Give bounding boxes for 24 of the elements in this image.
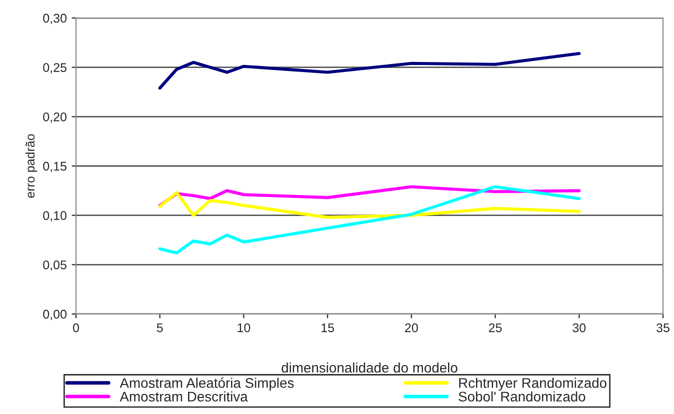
legend-label: Amostram Aleatória Simples (120, 378, 294, 391)
x-axis-title: dimensionalidade do modelo (282, 362, 458, 373)
x-tick-label: 10 (238, 323, 250, 332)
y-tick-label: 0,05 (43, 260, 66, 271)
y-axis-title: erro padrão (25, 134, 38, 198)
y-tick-label: 0,30 (43, 14, 66, 24)
legend-label: Sobol' Randomizado (458, 391, 586, 402)
y-tick-label: 0,25 (43, 63, 66, 74)
x-tick-label: 20 (405, 323, 418, 332)
line-series (158, 191, 581, 219)
x-tick-label: 15 (322, 323, 334, 332)
line-series (158, 185, 581, 254)
x-tick-label: 25 (488, 323, 502, 332)
y-tick-label: 0,00 (43, 310, 66, 320)
legend-label: Amostram Descritiva (120, 391, 248, 402)
x-tick-label: 35 (656, 323, 670, 332)
legend-label: Rchtmyer Randomizado (459, 378, 606, 391)
y-tick-label: 0,10 (43, 211, 66, 222)
y-tick-label: 0,20 (43, 112, 66, 123)
x-tick-label: 0 (73, 323, 79, 332)
x-tick-label: 5 (156, 323, 163, 332)
x-tick-label: 30 (572, 323, 586, 332)
y-tick-label: 0,15 (43, 162, 66, 172)
line-series (158, 52, 581, 90)
